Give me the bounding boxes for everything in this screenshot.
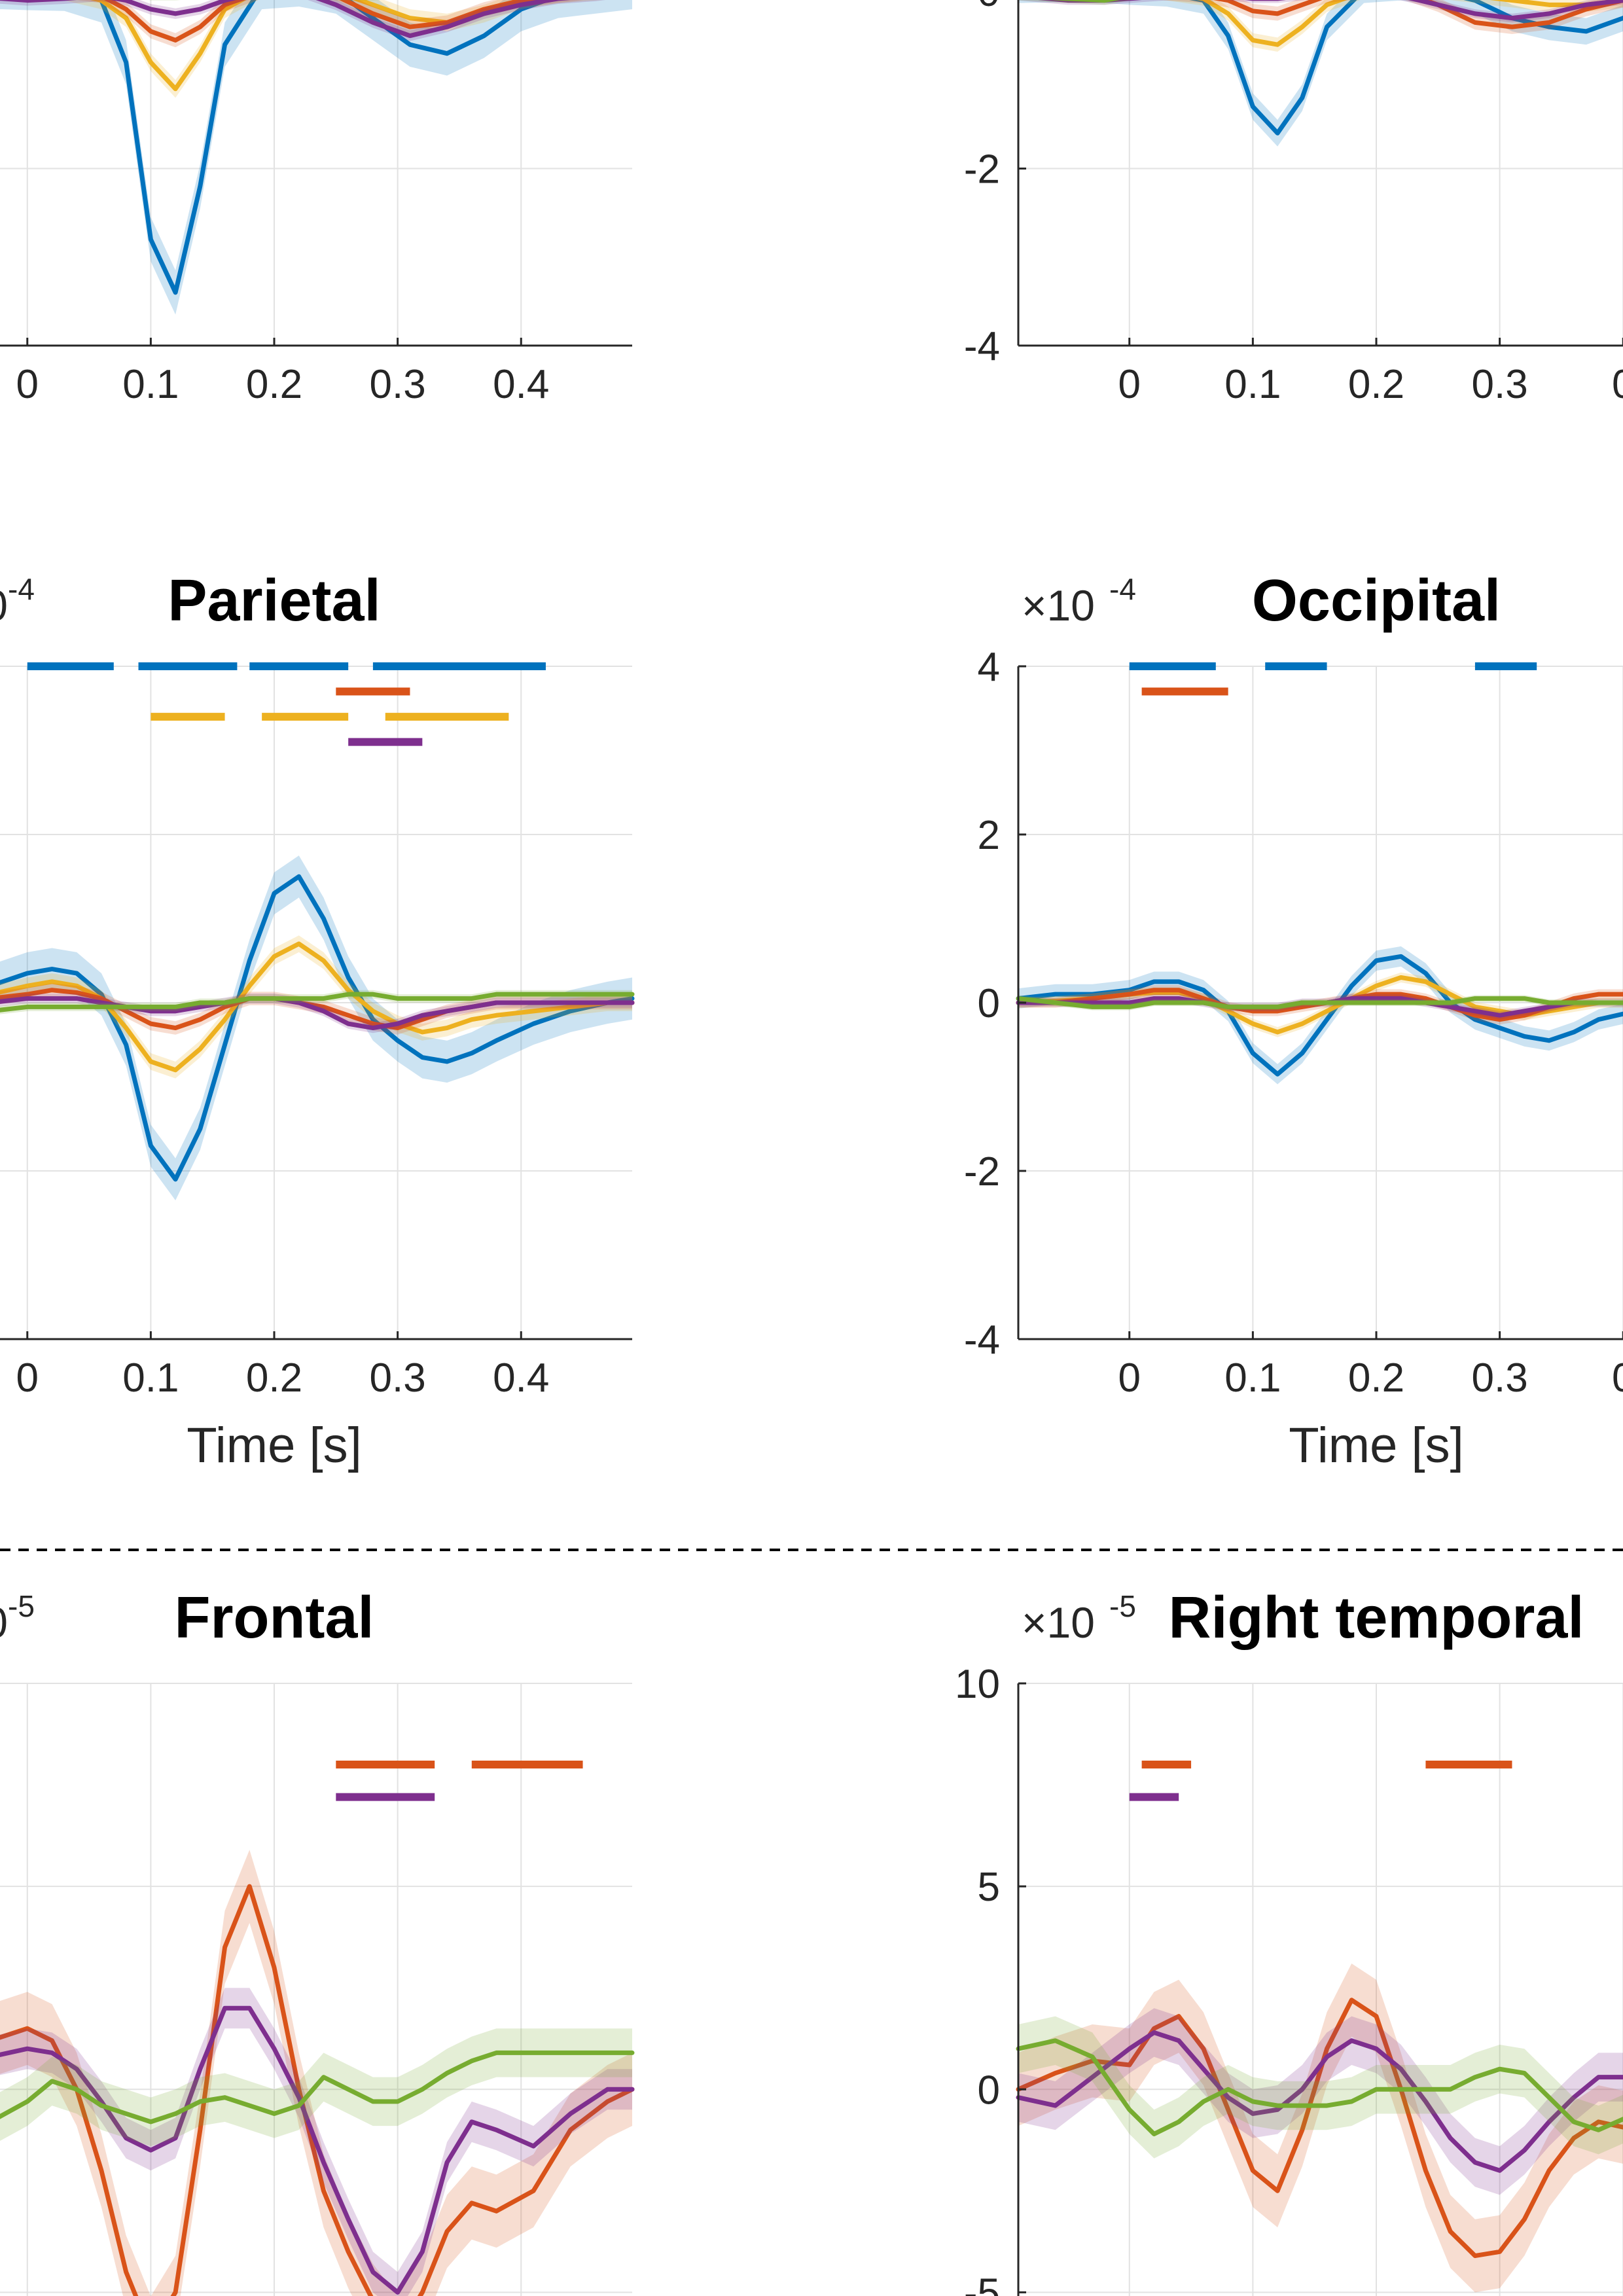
x-tick-label: 0 xyxy=(1118,362,1141,407)
series-band xyxy=(0,935,632,1079)
x-tick-label: 0.2 xyxy=(1348,1355,1404,1401)
chart-panel-5: -5 0 5 10 Right temporal ×10 -5 xyxy=(955,1585,1623,2296)
y-tick-label: -2 xyxy=(964,147,1000,192)
chart-panel-0: 0 0.1 0.2 0.3 0.4 xyxy=(0,0,632,407)
series-band xyxy=(1018,2008,1623,2195)
x-tick-label: 0.1 xyxy=(122,1355,179,1401)
chart-title: Occipital xyxy=(1252,568,1501,634)
series-line xyxy=(1016,996,1623,1009)
series-band xyxy=(0,993,632,1033)
series-line xyxy=(0,2050,635,2125)
x-tick-label: 0.1 xyxy=(1224,1355,1281,1401)
axis-multiplier: ×10 xyxy=(1022,581,1095,630)
y-tick-label: -5 xyxy=(964,2270,1000,2296)
chart-title: Parietal xyxy=(168,568,380,634)
axis-multiplier: 0 xyxy=(0,581,8,630)
x-tick-label: 0.3 xyxy=(370,1355,426,1401)
chart-title: Right temporal xyxy=(1168,1585,1584,1651)
y-tick-label: -2 xyxy=(964,1149,1000,1194)
chart-title: Frontal xyxy=(175,1585,374,1651)
series-band xyxy=(1018,1963,1623,2293)
series-line xyxy=(104,0,544,43)
y-tick-label: 0 xyxy=(978,0,1000,15)
series-line xyxy=(1016,2038,1623,2136)
series-line xyxy=(1016,2030,1623,2173)
series-band xyxy=(56,0,603,98)
series-line xyxy=(1016,988,1623,1022)
series-line xyxy=(0,2005,635,2295)
y-tick-label: 5 xyxy=(978,1865,1000,1910)
chart-panel-3: 0 0.1 0.2 0.3 0 -4 -2 0 2 4 Occipital Time [s] ×10 -4 xyxy=(964,568,1623,1473)
x-tick-label: 0.2 xyxy=(1348,362,1404,407)
x-axis-label: Time [s] xyxy=(1289,1418,1463,1473)
series-band xyxy=(1158,0,1623,52)
series-line xyxy=(1016,954,1623,1077)
chart-panel-4: Frontal 0-5 xyxy=(0,1585,635,2296)
series-band xyxy=(149,0,381,1)
x-tick-label: 0 xyxy=(1612,362,1623,407)
y-tick-label: 0 xyxy=(978,981,1000,1026)
axis-multiplier: ×10 xyxy=(1022,1598,1095,1647)
x-tick-label: 0.1 xyxy=(122,362,179,407)
y-tick-label: 0 xyxy=(978,2068,1000,2113)
y-tick-label: -4 xyxy=(964,1318,1000,1363)
x-tick-label: 0.4 xyxy=(493,362,549,407)
axis-multiplier: 0 xyxy=(0,1598,8,1647)
y-tick-label: -4 xyxy=(964,324,1000,369)
y-tick-label: 10 xyxy=(955,1662,1000,1707)
series-band xyxy=(0,0,632,315)
series-band xyxy=(1018,0,1623,23)
x-tick-label: 0 xyxy=(1118,1355,1141,1401)
chart-panel-1: 0 0.1 0.2 0.3 0 -4 -2 0 xyxy=(964,0,1623,407)
x-tick-label: 0.1 xyxy=(1224,362,1281,407)
series-line xyxy=(0,992,635,1013)
series-line xyxy=(0,874,635,1182)
series-line xyxy=(0,941,635,1073)
x-tick-label: 0.4 xyxy=(493,1355,549,1401)
y-tick-label: 2 xyxy=(978,813,1000,858)
axis-multiplier-exponent: -4 xyxy=(1109,572,1136,606)
x-tick-label: 0.3 xyxy=(1472,1355,1528,1401)
axis-multiplier-exponent: -5 xyxy=(1109,1589,1136,1623)
series-line xyxy=(1037,0,1623,21)
series-line xyxy=(92,0,554,295)
x-tick-label: 0.2 xyxy=(246,362,302,407)
x-tick-label: 0.3 xyxy=(370,362,426,407)
x-tick-label: 0 xyxy=(16,362,39,407)
y-tick-label: 4 xyxy=(978,645,1000,690)
x-tick-label: 0.3 xyxy=(1472,362,1528,407)
x-tick-label: 0.2 xyxy=(246,1355,302,1401)
series-line xyxy=(0,0,571,39)
x-tick-label: 0 xyxy=(1612,1355,1623,1401)
series-line xyxy=(1189,0,1623,135)
x-axis-label: Time [s] xyxy=(187,1418,361,1473)
series-band xyxy=(1018,2016,1623,2159)
axis-multiplier-exponent: -4 xyxy=(8,572,35,606)
axis-multiplier-exponent: -5 xyxy=(8,1589,35,1623)
series-band xyxy=(0,1850,632,2296)
x-tick-label: 0 xyxy=(16,1355,39,1401)
